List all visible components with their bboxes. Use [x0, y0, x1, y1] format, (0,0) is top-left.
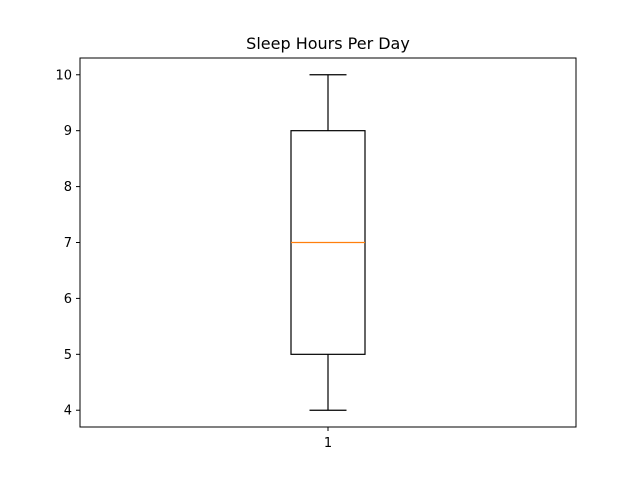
- y-axis: 4 5 6 7 8 9 10: [55, 68, 80, 419]
- box-series: [290, 74, 366, 411]
- y-tick-label: 4: [64, 404, 72, 419]
- chart-title: Sleep Hours Per Day: [246, 34, 410, 53]
- y-tick-label: 7: [64, 236, 72, 251]
- y-tick-label: 6: [64, 292, 72, 307]
- y-tick-label: 8: [64, 180, 72, 195]
- y-tick-label: 10: [55, 68, 72, 83]
- y-tick-label: 9: [64, 124, 72, 139]
- x-axis: 1: [324, 427, 332, 451]
- box-group: [290, 74, 366, 411]
- y-tick-label: 5: [64, 348, 72, 363]
- x-tick-label: 1: [324, 436, 332, 451]
